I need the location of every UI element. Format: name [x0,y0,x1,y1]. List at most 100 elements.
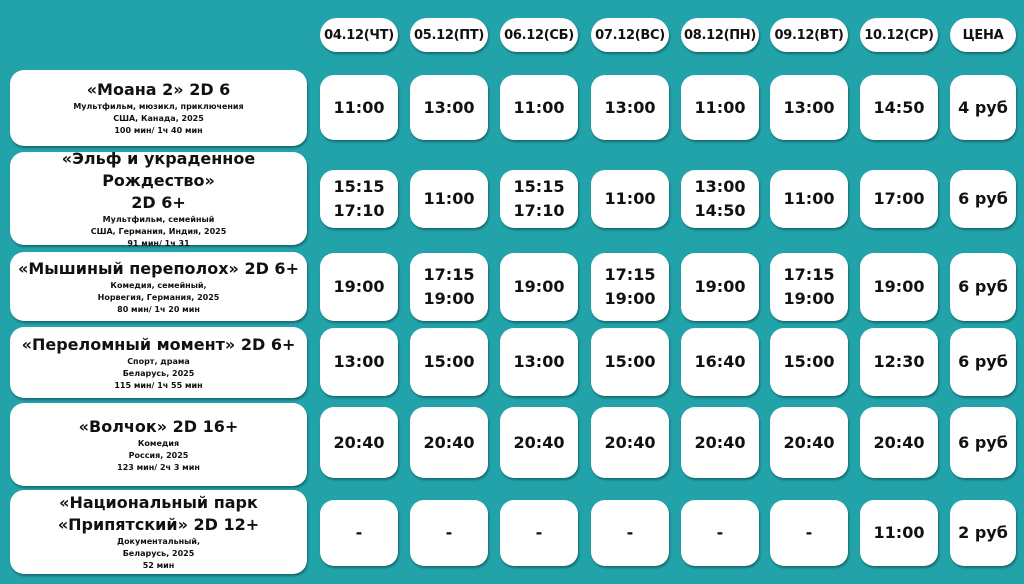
showtime: - [716,523,724,542]
showtime: 16:40 [694,352,746,371]
price: 6 руб [958,352,1008,371]
showtime: - [445,523,453,542]
showtime-cell: 20:40 [500,407,578,478]
price-header: ЦЕНА [950,18,1016,52]
price-header-label: ЦЕНА [962,27,1004,43]
showtime: 14:50 [694,201,746,220]
showtime: 13:00 [423,97,475,117]
showtime: 15:15 [513,177,565,196]
showtime: 20:40 [513,432,565,452]
day-header: 07.12(ВС) [591,18,669,52]
price: 6 руб [958,189,1008,208]
day-header-label: 07.12(ВС) [595,27,665,43]
showtime: 17:00 [873,189,925,208]
showtime: 11:00 [333,97,385,117]
showtime: - [355,523,363,542]
showtime-cell: 15:15 17:10 [500,170,578,228]
showtime: 20:40 [783,432,835,452]
showtime: 19:00 [694,277,746,296]
showtime: 17:15 [604,265,656,284]
showtime: 13:00 [333,352,385,371]
showtime: 20:40 [873,432,925,452]
showtime-cell: 17:00 [860,170,938,228]
showtime-cell: 16:40 [681,328,759,396]
price-cell: 2 руб [950,500,1016,566]
showtime-cell: 20:40 [320,407,398,478]
showtime: 11:00 [694,97,746,117]
day-header: 09.12(ВТ) [770,18,848,52]
movie-meta: США, Германия, Индия, 2025 [90,226,227,236]
showtime-cell: 15:00 [410,328,488,396]
showtime: 19:00 [604,289,656,308]
movie-title: «Волчок» 2D 16+ [78,416,239,436]
showtime-cell: 17:15 19:00 [770,253,848,321]
showtime: 11:00 [513,97,565,117]
showtime: 15:00 [423,352,475,371]
showtime: 17:10 [333,201,385,220]
showtime-cell: 11:00 [681,75,759,140]
movie-meta: Комедия [137,438,180,448]
showtime: 14:50 [873,97,925,117]
movie-meta: 91 мин/ 1ч 31 [127,238,190,248]
day-header: 04.12(ЧТ) [320,18,398,52]
showtime: 19:00 [333,277,385,296]
movie-meta: 100 мин/ 1ч 40 мин [114,126,203,135]
day-header-label: 04.12(ЧТ) [324,27,394,43]
showtime-cell: 17:15 19:00 [591,253,669,321]
showtime-cell: 15:00 [591,328,669,396]
price-cell: 6 руб [950,328,1016,396]
showtime-cell: 14:50 [860,75,938,140]
movie-meta: 115 мин/ 1ч 55 мин [114,380,203,390]
showtime: 13:00 [694,177,746,196]
showtime-cell: 15:00 [770,328,848,396]
showtime-cell: 13:00 [500,328,578,396]
showtime-cell: 11:00 [410,170,488,228]
showtime: 19:00 [423,289,475,308]
movie-title: «Эльф и украденное Рождество» [61,148,256,190]
showtime-cell: 19:00 [320,253,398,321]
showtime-cell: 12:30 [860,328,938,396]
movie-title: 2D 6+ [131,192,186,212]
movie-title-card: «Эльф и украденное Рождество» 2D 6+ Мультф… [10,149,307,248]
movie-meta: Беларусь, 2025 [122,368,195,378]
price-cell: 4 руб [950,75,1016,140]
showtime: 11:00 [604,189,656,208]
showtime: 17:15 [783,265,835,284]
day-header-label: 09.12(ВТ) [774,27,844,43]
movie-meta: 52 мин [142,561,175,570]
showtime: 20:40 [333,432,385,452]
movie-title: «Мышиный переполох» 2D 6+ [18,258,299,278]
showtime-cell: 11:00 [860,500,938,566]
showtime-cell: 20:40 [860,407,938,478]
price: 2 руб [958,523,1008,542]
showtime: - [626,523,634,542]
showtime: 20:40 [423,432,475,452]
showtime: 15:15 [333,177,385,196]
price: 6 руб [958,277,1008,296]
day-header-label: 08.12(ПН) [683,27,757,43]
showtime-cell: 19:00 [500,253,578,321]
showtime-cell: - [500,500,578,566]
showtime-cell: 11:00 [320,75,398,140]
day-header-label: 06.12(СБ) [504,27,574,43]
showtime-cell: 13:00 [320,328,398,396]
showtime: 20:40 [604,432,656,452]
price-cell: 6 руб [950,170,1016,228]
showtime-cell: 19:00 [860,253,938,321]
showtime: 19:00 [513,277,565,296]
movie-title: «Моана 2» 2D 6 [86,80,231,99]
showtime-cell: 11:00 [770,170,848,228]
showtime: 13:00 [783,97,835,117]
movie-meta: Мультфильм, мюзикл, приключения [73,102,244,111]
day-header-label: 05.12(ПТ) [413,27,485,43]
movie-title-card: «Мышиный переполох» 2D 6+ Комедия, семейн… [10,252,307,321]
movie-meta: Документальный, [116,537,201,546]
movie-meta: Россия, 2025 [128,450,189,460]
showtime: 11:00 [423,189,475,208]
showtime-cell: 11:00 [591,170,669,228]
movie-meta: США, Канада, 2025 [113,114,204,123]
showtime-cell: - [591,500,669,566]
showtime: 20:40 [694,432,746,452]
price-cell: 6 руб [950,407,1016,478]
movie-title: «Национальный парк [59,493,258,512]
